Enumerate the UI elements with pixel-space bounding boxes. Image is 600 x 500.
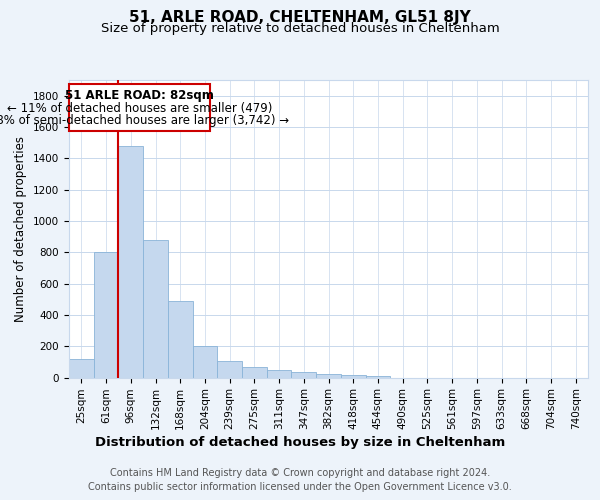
Bar [118,146,143,378]
Bar [168,301,193,378]
Text: Size of property relative to detached houses in Cheltenham: Size of property relative to detached ho… [101,22,499,35]
Bar [292,372,316,378]
Bar [267,370,292,378]
Bar [193,346,217,378]
FancyBboxPatch shape [69,84,210,131]
Text: 51 ARLE ROAD: 82sqm: 51 ARLE ROAD: 82sqm [65,89,214,102]
Bar [94,252,118,378]
Bar [316,374,341,378]
Text: 88% of semi-detached houses are larger (3,742) →: 88% of semi-detached houses are larger (… [0,114,289,127]
Text: ← 11% of detached houses are smaller (479): ← 11% of detached houses are smaller (47… [7,102,272,115]
Bar [217,361,242,378]
Bar [69,358,94,378]
Text: 51, ARLE ROAD, CHELTENHAM, GL51 8JY: 51, ARLE ROAD, CHELTENHAM, GL51 8JY [129,10,471,25]
Text: Distribution of detached houses by size in Cheltenham: Distribution of detached houses by size … [95,436,505,449]
Bar [143,240,168,378]
Bar [341,375,365,378]
Bar [365,376,390,378]
Text: Contains HM Land Registry data © Crown copyright and database right 2024.
Contai: Contains HM Land Registry data © Crown c… [88,468,512,492]
Bar [242,368,267,378]
Y-axis label: Number of detached properties: Number of detached properties [14,136,28,322]
